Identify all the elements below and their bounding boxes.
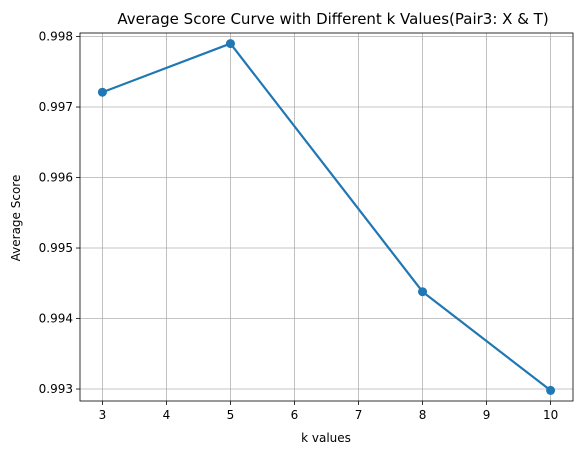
y-tick-label: 0.997: [39, 100, 73, 114]
x-tick-label: 8: [419, 408, 427, 422]
y-tick-label: 0.996: [39, 171, 73, 185]
axes: [79, 32, 574, 402]
series-line: [101, 42, 552, 392]
x-axis-label: k values: [301, 431, 351, 445]
y-tick-label: 0.993: [39, 382, 73, 396]
y-axis-label: Average Score: [9, 175, 23, 262]
data-point-marker: [225, 39, 235, 49]
data-point-marker: [97, 87, 107, 97]
grid: [80, 33, 573, 401]
x-tick-label: 9: [483, 408, 491, 422]
x-tick-label: 7: [355, 408, 363, 422]
y-tick-label: 0.998: [39, 30, 73, 44]
x-tick-label: 5: [227, 408, 235, 422]
data-point-marker: [546, 385, 556, 395]
ticks: 3 4 5 6 7 8 9 10 0.993 0.994 0.995 0.996 0.997 0.998: [39, 30, 559, 422]
plot-frame: [79, 32, 574, 402]
x-tick-label: 10: [543, 408, 558, 422]
y-tick-label: 0.994: [39, 312, 73, 326]
y-tick-label: 0.995: [39, 241, 73, 255]
x-tick-label: 3: [99, 408, 107, 422]
x-tick-label: 4: [163, 408, 171, 422]
series: [97, 39, 556, 395]
data-point-marker: [418, 287, 428, 297]
chart-title: Average Score Curve with Different k Val…: [117, 10, 548, 28]
x-tick-label: 6: [291, 408, 299, 422]
